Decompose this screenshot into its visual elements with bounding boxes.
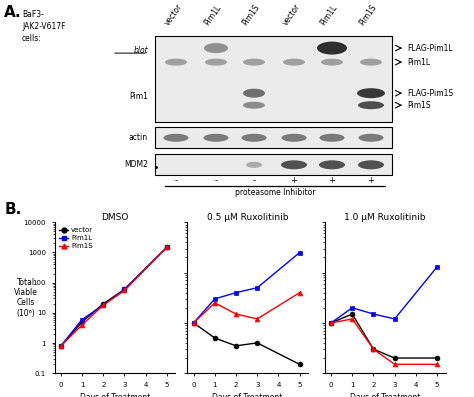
X-axis label: Days of Treatment: Days of Treatment: [212, 393, 283, 397]
Text: Pim1S: Pim1S: [241, 2, 262, 27]
Ellipse shape: [321, 59, 343, 66]
Text: Pim1S: Pim1S: [357, 2, 379, 27]
Text: Pim1L: Pim1L: [202, 3, 223, 27]
X-axis label: Days of Treatment: Days of Treatment: [350, 393, 420, 397]
Ellipse shape: [317, 42, 347, 55]
Text: +: +: [367, 176, 374, 185]
Title: 1.0 μM Ruxolitinib: 1.0 μM Ruxolitinib: [345, 212, 426, 222]
Title: 0.5 μM Ruxolitinib: 0.5 μM Ruxolitinib: [207, 212, 288, 222]
Text: +: +: [328, 176, 336, 185]
Ellipse shape: [165, 59, 187, 66]
Ellipse shape: [243, 89, 265, 98]
Ellipse shape: [241, 134, 266, 142]
Text: Pim1L: Pim1L: [407, 58, 430, 67]
Legend: vector, Pim1L, Pim1S: vector, Pim1L, Pim1S: [58, 226, 95, 251]
Text: B.: B.: [5, 202, 22, 218]
Ellipse shape: [164, 134, 189, 142]
Ellipse shape: [246, 162, 262, 168]
Text: Pim1S: Pim1S: [407, 101, 430, 110]
Ellipse shape: [243, 102, 265, 109]
Ellipse shape: [205, 59, 227, 66]
Bar: [155, 127, 392, 148]
Text: -: -: [215, 176, 218, 185]
Text: +: +: [291, 176, 298, 185]
Ellipse shape: [319, 134, 345, 142]
Ellipse shape: [203, 134, 228, 142]
Title: DMSO: DMSO: [101, 212, 128, 222]
Text: blot: blot: [133, 46, 148, 55]
Text: BaF3-
JAK2-V617F
cells:: BaF3- JAK2-V617F cells:: [22, 10, 65, 42]
Text: actin: actin: [129, 133, 148, 142]
Text: FLAG-Pim1S: FLAG-Pim1S: [407, 89, 453, 98]
Ellipse shape: [243, 59, 265, 66]
Ellipse shape: [357, 88, 385, 98]
Text: proteasome Inhibitor: proteasome Inhibitor: [235, 188, 316, 197]
Text: vector: vector: [281, 2, 302, 27]
Ellipse shape: [282, 134, 307, 142]
Text: FLAG-Pim1L: FLAG-Pim1L: [407, 44, 453, 52]
Text: Pim1: Pim1: [129, 92, 148, 101]
Text: -: -: [253, 176, 255, 185]
Text: Pim1L: Pim1L: [319, 3, 339, 27]
Ellipse shape: [204, 43, 228, 53]
Ellipse shape: [283, 59, 305, 66]
Ellipse shape: [319, 160, 345, 170]
Bar: [155, 154, 392, 175]
Text: vector: vector: [163, 2, 184, 27]
Bar: [155, 36, 392, 122]
X-axis label: Days of Treatment: Days of Treatment: [80, 393, 150, 397]
Text: -: -: [174, 176, 177, 185]
Text: Total
Viable
Cells
(10⁶): Total Viable Cells (10⁶): [14, 278, 38, 318]
Ellipse shape: [360, 59, 382, 66]
Ellipse shape: [281, 160, 307, 170]
Ellipse shape: [358, 134, 383, 142]
Ellipse shape: [358, 160, 384, 170]
Ellipse shape: [358, 101, 384, 109]
Text: MDM2: MDM2: [124, 160, 148, 170]
Text: A.: A.: [4, 5, 22, 20]
